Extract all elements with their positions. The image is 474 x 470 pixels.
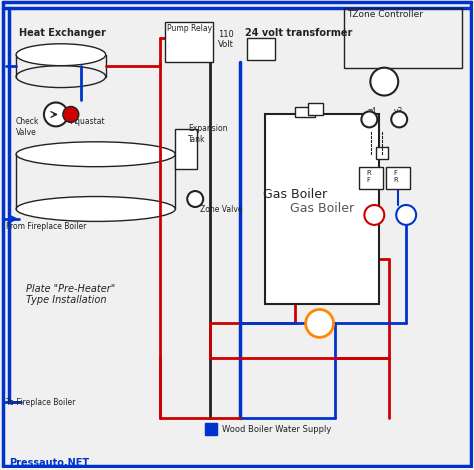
Text: z4: z4 [367, 108, 376, 117]
Bar [165, 22, 213, 62]
Bar [265, 114, 379, 304]
Circle shape [44, 102, 68, 126]
Text: Aquastat: Aquastat [71, 118, 105, 126]
Text: 24 volt transformer: 24 volt transformer [245, 28, 352, 38]
Bar [386, 167, 410, 189]
Bar [295, 108, 315, 118]
Text: Gas Boiler: Gas Boiler [290, 203, 354, 215]
Bar [175, 129, 197, 169]
Circle shape [187, 191, 203, 207]
Text: R
F: R F [366, 170, 371, 183]
Text: To Fireplace Boiler: To Fireplace Boiler [6, 398, 75, 407]
Ellipse shape [16, 196, 175, 221]
Circle shape [365, 205, 384, 225]
Circle shape [63, 107, 79, 122]
Bar [376, 147, 388, 159]
Text: Expansion
Tank: Expansion Tank [188, 125, 228, 144]
Text: Gas Boiler: Gas Boiler [263, 188, 327, 201]
Bar [345, 8, 462, 68]
Text: v3: v3 [394, 108, 403, 117]
Circle shape [370, 68, 398, 95]
Text: F
R: F R [393, 170, 398, 183]
Bar [247, 38, 275, 60]
Text: Check
Valve: Check Valve [16, 118, 39, 137]
Bar [205, 423, 217, 435]
Bar [359, 167, 383, 189]
Ellipse shape [16, 142, 175, 167]
Text: Wood Boiler Water Supply: Wood Boiler Water Supply [222, 425, 331, 434]
Text: 110
Volt: 110 Volt [218, 30, 234, 49]
Text: Heat Exchanger: Heat Exchanger [19, 28, 106, 38]
Text: From Fireplace Boiler: From Fireplace Boiler [6, 222, 87, 231]
Circle shape [391, 111, 407, 127]
Bar [308, 103, 323, 116]
Text: TZone Controller: TZone Controller [347, 10, 423, 19]
Circle shape [396, 205, 416, 225]
Text: Zone Valve: Zone Valve [200, 205, 243, 214]
Text: Pressauto.NET: Pressauto.NET [9, 458, 89, 468]
Circle shape [306, 309, 334, 337]
Ellipse shape [16, 44, 106, 66]
Text: Pump Relay: Pump Relay [167, 24, 212, 33]
Circle shape [361, 111, 377, 127]
Text: Plate "Pre-Heater"
Type Installation: Plate "Pre-Heater" Type Installation [26, 283, 115, 305]
